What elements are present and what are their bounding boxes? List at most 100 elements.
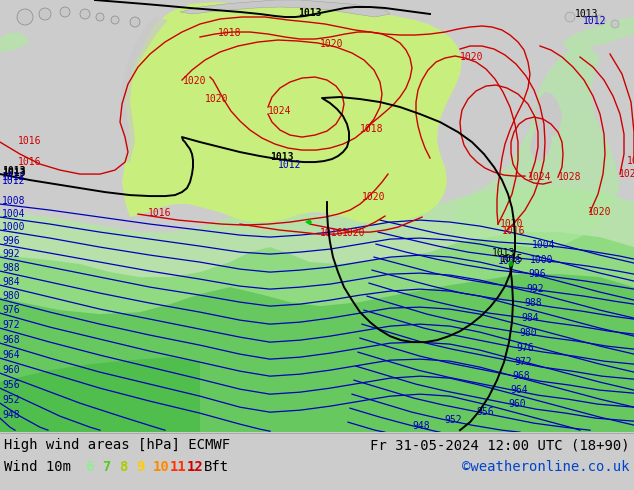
Text: 1013: 1013 [2, 166, 25, 176]
Text: 1020: 1020 [588, 207, 612, 217]
Circle shape [595, 15, 605, 25]
Text: 980: 980 [2, 291, 20, 301]
Text: 952: 952 [2, 395, 20, 405]
Text: 9: 9 [136, 460, 145, 474]
Text: 956: 956 [476, 407, 494, 417]
Polygon shape [0, 187, 634, 432]
Circle shape [60, 7, 70, 17]
Polygon shape [562, 17, 634, 52]
Text: 984: 984 [521, 313, 539, 323]
Text: 10: 10 [153, 460, 170, 474]
Text: 1020: 1020 [362, 192, 385, 202]
Text: 1020: 1020 [320, 39, 344, 49]
Polygon shape [180, 0, 390, 17]
Text: 1020: 1020 [342, 228, 365, 238]
Polygon shape [535, 92, 562, 137]
Text: 960: 960 [508, 399, 526, 409]
Text: 1020: 1020 [205, 94, 228, 104]
Text: 992: 992 [526, 284, 543, 294]
Text: 8: 8 [119, 460, 127, 474]
Text: 1013: 1013 [298, 8, 321, 18]
Text: 1016: 1016 [18, 157, 41, 167]
Text: 996: 996 [2, 236, 20, 246]
Polygon shape [0, 357, 200, 432]
Text: 1016: 1016 [320, 228, 344, 238]
Text: 1004: 1004 [532, 240, 555, 250]
Circle shape [80, 9, 90, 19]
Circle shape [565, 12, 575, 22]
Circle shape [581, 10, 589, 18]
Text: 996: 996 [528, 269, 546, 279]
Text: 1018: 1018 [218, 28, 242, 38]
Text: 992: 992 [2, 249, 20, 259]
Text: 960: 960 [2, 365, 20, 375]
Text: 6: 6 [85, 460, 93, 474]
Text: Wind 10m: Wind 10m [4, 460, 71, 474]
Text: 984: 984 [2, 277, 20, 287]
Text: 1016: 1016 [18, 136, 41, 146]
Polygon shape [455, 47, 620, 247]
Text: ©weatheronline.co.uk: ©weatheronline.co.uk [462, 460, 630, 474]
Polygon shape [530, 124, 552, 162]
Text: 972: 972 [514, 357, 532, 367]
Text: 976: 976 [516, 343, 534, 353]
Text: 1008: 1008 [498, 256, 522, 266]
Text: 1013: 1013 [492, 248, 515, 258]
Text: 1013: 1013 [575, 9, 598, 19]
Text: 948: 948 [2, 410, 20, 420]
Text: 964: 964 [510, 385, 527, 395]
Text: 948: 948 [412, 421, 430, 431]
Text: 1008: 1008 [2, 196, 25, 206]
Text: 11: 11 [170, 460, 187, 474]
Text: 956: 956 [2, 380, 20, 390]
Text: High wind areas [hPa] ECMWF: High wind areas [hPa] ECMWF [4, 438, 230, 452]
Text: 988: 988 [2, 263, 20, 273]
Polygon shape [322, 226, 335, 237]
Text: 1012: 1012 [2, 172, 25, 182]
Text: 1016: 1016 [148, 208, 172, 218]
Text: 12: 12 [187, 460, 204, 474]
Text: 968: 968 [512, 371, 529, 381]
Text: 1020: 1020 [460, 52, 484, 62]
Text: 980: 980 [519, 328, 536, 338]
Polygon shape [0, 274, 634, 432]
Circle shape [611, 20, 619, 28]
Text: 1004: 1004 [2, 209, 25, 219]
Text: 1016: 1016 [502, 226, 526, 236]
Text: 1028: 1028 [558, 172, 581, 182]
Text: 952: 952 [444, 415, 462, 425]
Text: 1012: 1012 [2, 176, 25, 186]
Circle shape [39, 8, 51, 20]
Text: 1000: 1000 [530, 255, 553, 265]
Text: 968: 968 [2, 335, 20, 345]
Text: Fr 31-05-2024 12:00 UTC (18+90): Fr 31-05-2024 12:00 UTC (18+90) [370, 438, 630, 452]
Text: 1013: 1013 [270, 152, 294, 162]
Polygon shape [305, 219, 312, 225]
Text: Bft: Bft [204, 460, 229, 474]
Polygon shape [120, 17, 168, 162]
Text: 1018: 1018 [360, 124, 384, 134]
Text: 1015: 1015 [500, 254, 524, 264]
Circle shape [130, 17, 140, 27]
Text: 1012: 1012 [583, 16, 607, 26]
Text: 1020: 1020 [183, 76, 207, 86]
Polygon shape [0, 32, 30, 52]
Text: 1024: 1024 [619, 169, 634, 179]
Text: 988: 988 [524, 298, 541, 308]
Circle shape [96, 13, 104, 21]
Text: 1013: 1013 [2, 168, 25, 178]
Polygon shape [122, 2, 462, 224]
Text: 7: 7 [102, 460, 110, 474]
Text: 972: 972 [2, 320, 20, 330]
Text: 1024: 1024 [528, 172, 552, 182]
Polygon shape [0, 232, 634, 432]
Circle shape [17, 9, 33, 25]
Text: 976: 976 [2, 305, 20, 315]
Circle shape [111, 16, 119, 24]
Text: 1028: 1028 [627, 156, 634, 166]
Text: 1012: 1012 [278, 160, 302, 170]
Text: 1000: 1000 [2, 222, 25, 232]
Text: 1020: 1020 [500, 219, 524, 229]
Text: 964: 964 [2, 350, 20, 360]
Text: 1024: 1024 [268, 106, 292, 116]
